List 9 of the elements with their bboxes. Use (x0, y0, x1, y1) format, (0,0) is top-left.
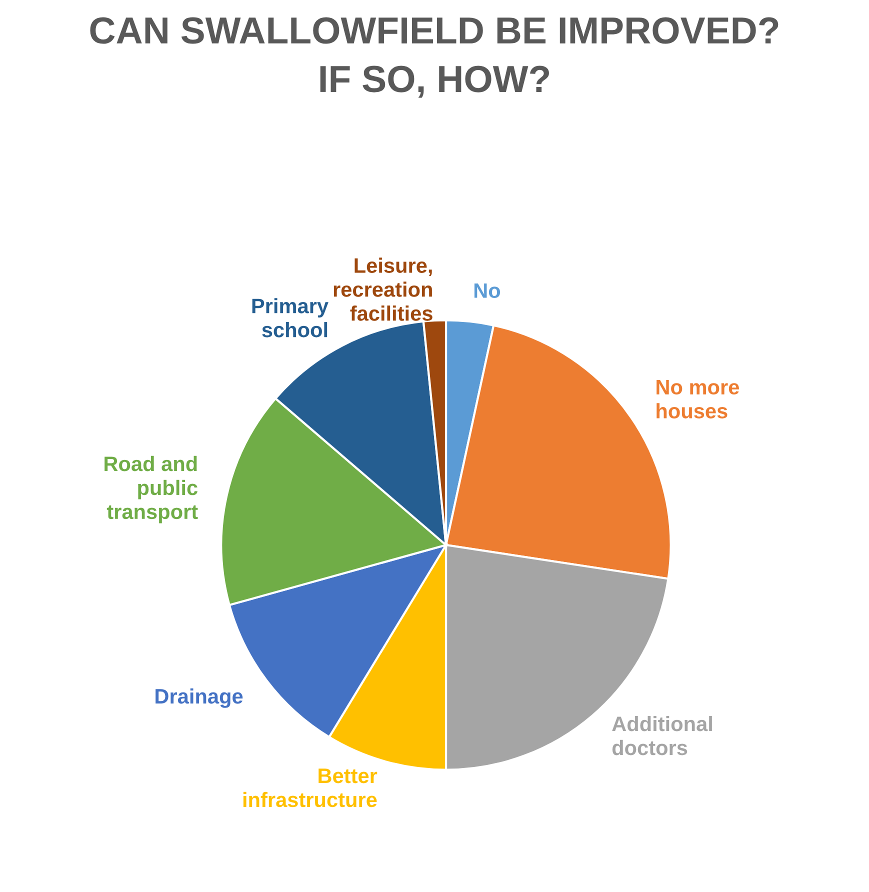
slice-label: Drainage (156, 688, 243, 708)
slice-label: Road and public transport (104, 456, 198, 524)
slice-label: No more houses (656, 380, 739, 418)
slice-label: Leisure, recreation facilities (334, 258, 432, 321)
slice-label: No (474, 283, 500, 298)
slice-label: Additional doctors (612, 716, 712, 756)
slice-label: Primary school (252, 298, 328, 338)
chart-title: CAN SWALLOWFIELD BE IMPROVED? IF SO, HOW? (90, 17, 778, 98)
slice-label: Better infrastructure (243, 768, 378, 808)
